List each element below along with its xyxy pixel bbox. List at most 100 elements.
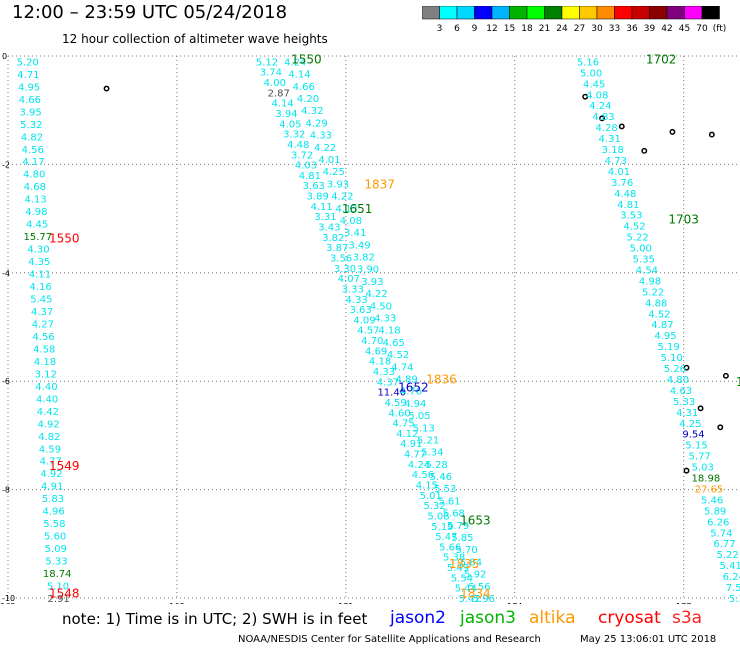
scale-label-5: 18 xyxy=(521,24,533,34)
swh-value-label: 4.42 xyxy=(37,407,59,418)
swh-value-label: 4.18 xyxy=(369,357,391,368)
swh-value-label: 4.98 xyxy=(25,207,47,218)
y-tick-label: 0 xyxy=(2,52,7,61)
swh-value-label: 5.19 xyxy=(431,522,453,533)
swh-value-label: 4.80 xyxy=(23,170,45,181)
swh-value-label: 4.12 xyxy=(396,429,418,440)
swh-value-label: 4.56 xyxy=(22,145,44,156)
swh-value-label: 4.00 xyxy=(264,78,286,89)
swh-value-label: 3.72 xyxy=(291,150,313,161)
swh-value-label: 5.08 xyxy=(427,511,449,522)
swh-value-label: 4.14 xyxy=(271,99,293,110)
swh-value-label: 4.82 xyxy=(38,432,60,443)
swh-value-label: 2.91 xyxy=(48,594,70,604)
legend-jason2: jason2 xyxy=(390,608,446,628)
swh-value-label: 4.92 xyxy=(37,419,59,430)
swh-value-label: 4.16 xyxy=(30,282,52,293)
swh-value-label: 5.15 xyxy=(685,441,707,452)
swh-value-label: 5.32 xyxy=(20,120,42,131)
swh-value-label: 5.32 xyxy=(424,501,446,512)
swh-value-label: 4.13 xyxy=(24,195,46,206)
pass-time-label: 1550 xyxy=(49,232,80,246)
island-mark xyxy=(641,147,648,154)
swh-value-label: 5.22 xyxy=(642,287,664,298)
swh-value-label: 4.40 xyxy=(35,382,57,393)
swh-value-label: 3.82 xyxy=(322,233,344,244)
swh-value-label: 4.54 xyxy=(636,265,658,276)
swh-value-label: 4.37 xyxy=(31,307,53,318)
swh-value-label: 4.24 xyxy=(589,101,611,112)
swh-value-label: 3.63 xyxy=(349,305,371,316)
swh-value-label: 3.94 xyxy=(275,109,297,120)
swh-value-label: 4.81 xyxy=(617,200,639,211)
y-tick-label: -10 xyxy=(2,594,15,603)
swh-value-label: 11.40 xyxy=(377,388,406,399)
swh-value-label: 5.10 xyxy=(47,582,69,593)
legend-s3a: s3a xyxy=(672,608,703,628)
swh-value-label: 3.43 xyxy=(318,223,340,234)
pass-time-label: 1704 xyxy=(736,375,740,389)
swh-value-label: 4.24 xyxy=(408,460,430,471)
swh-value-label: 3.41 xyxy=(344,228,366,239)
legend-cryosat: cryosat xyxy=(598,608,661,628)
swh-value-label: 4.74 xyxy=(391,362,413,373)
swh-value-label: 4.08 xyxy=(340,216,362,227)
scale-label-4: 15 xyxy=(504,24,515,34)
swh-value-label: 3.95 xyxy=(19,107,41,118)
swh-value-label: 3.33 xyxy=(342,284,364,295)
swh-value-label: 3.76 xyxy=(611,178,633,189)
pass-time-label: 1549 xyxy=(49,459,80,473)
pass-time-label: 1836 xyxy=(426,372,457,386)
swh-value-label: 4.15 xyxy=(416,480,438,491)
swh-value-label: 5.33 xyxy=(45,557,67,568)
swh-value-label: 3.90 xyxy=(357,265,379,276)
scale-label-1: 6 xyxy=(454,24,460,34)
swh-value-label: 5.92 xyxy=(464,570,486,581)
x-tick-label: 174 xyxy=(507,602,522,604)
scale-label-2: 9 xyxy=(472,24,478,34)
y-tick-label: -2 xyxy=(2,160,10,169)
swh-value-label: 5.96 xyxy=(473,594,495,604)
pass-time-label: 1702 xyxy=(646,53,677,67)
swh-value-label: 15.77 xyxy=(23,232,52,243)
swh-value-label: 3.56 xyxy=(330,253,352,264)
swh-value-label: 5.66 xyxy=(439,542,461,553)
swh-value-label: 4.25 xyxy=(679,419,701,430)
scale-label-7: 24 xyxy=(556,24,568,34)
swh-value-label: 5.38 xyxy=(443,553,465,564)
swh-value-label: 4.37 xyxy=(377,377,399,388)
scale-label-16: (ft) xyxy=(713,24,727,34)
swh-value-label: 5.85 xyxy=(451,533,473,544)
swh-value-label: 5.56 xyxy=(468,582,490,593)
swh-value-label: 5.13 xyxy=(413,423,435,434)
swh-value-label: 4.35 xyxy=(28,257,50,268)
footer-date: May 25 13:06:01 UTC 2018 xyxy=(580,634,717,645)
swh-value-label: 5.09 xyxy=(45,544,67,555)
scale-label-12: 39 xyxy=(644,24,656,34)
swh-value-label: 3.93 xyxy=(361,277,383,288)
swh-value-label: 3.87 xyxy=(326,243,348,254)
island-mark xyxy=(708,131,715,138)
scale-label-15: 70 xyxy=(696,24,708,34)
swh-value-label: 5.83 xyxy=(42,494,64,505)
swh-value-label: 4.13 xyxy=(335,204,357,215)
swh-value-label: 4.92 xyxy=(40,469,62,480)
swh-value-label: 4.91 xyxy=(41,482,63,493)
swh-value-label: 4.28 xyxy=(595,123,617,134)
swh-value-label: 5.79 xyxy=(447,521,469,532)
swh-value-label: 4.33 xyxy=(373,367,395,378)
pass-time-label: 1550 xyxy=(291,53,322,67)
swh-value-label: 3.63 xyxy=(303,181,325,192)
swh-value-label: 5.54 xyxy=(451,573,473,584)
swh-value-label: 4.60 xyxy=(388,408,410,419)
swh-value-label: 4.17 xyxy=(22,157,44,168)
swh-value-label: 5.77 xyxy=(689,452,711,463)
swh-value-label: 4.69 xyxy=(365,346,387,357)
legend-jason3: jason3 xyxy=(460,608,516,628)
swh-value-label: 18.98 xyxy=(692,474,721,485)
swh-value-label: 4.75 xyxy=(392,419,414,430)
swh-value-label: 5.33 xyxy=(673,397,695,408)
swh-value-label: 4.73 xyxy=(605,156,627,167)
swh-value-label: 4.11 xyxy=(29,270,51,281)
swh-value-label: 4.89 xyxy=(396,374,418,385)
